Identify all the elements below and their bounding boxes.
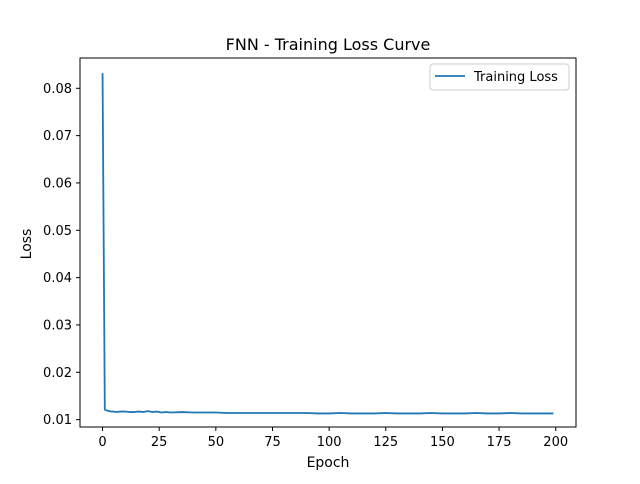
y-tick-label: 0.04	[43, 271, 72, 286]
legend-box	[429, 63, 570, 91]
x-tick-label: 25	[151, 435, 168, 450]
x-axis-label: Epoch	[307, 455, 350, 471]
y-tick-label: 0.08	[43, 82, 72, 97]
axes-frame	[79, 57, 577, 428]
chart-title: FNN - Training Loss Curve	[226, 35, 431, 54]
legend-label: Training Loss	[473, 70, 558, 85]
x-tick-label: 125	[373, 435, 398, 450]
series-line-0	[101, 73, 554, 415]
y-axis-label: Loss	[19, 229, 35, 260]
x-tick-label: 150	[430, 435, 455, 450]
x-tick-label: 175	[487, 435, 512, 450]
x-tick-label: 75	[264, 435, 281, 450]
y-tick-label: 0.06	[43, 176, 72, 191]
y-tick-label: 0.02	[43, 366, 72, 381]
y-tick-label: 0.03	[43, 318, 72, 333]
x-tick-label: 100	[317, 435, 342, 450]
y-tick-label: 0.05	[43, 224, 72, 239]
y-tick-label: 0.07	[43, 129, 72, 144]
x-tick-label: 200	[543, 435, 568, 450]
y-tick-label: 0.01	[43, 413, 72, 428]
x-tick-label: 50	[208, 435, 225, 450]
legend: Training Loss	[429, 63, 570, 91]
x-tick-label: 0	[98, 435, 106, 450]
plot-area	[101, 73, 554, 415]
axis-ticks: 0 25 50 75 100 125 150 175 200 0.01 0.02 0.03 0.04 0.…	[43, 82, 568, 450]
